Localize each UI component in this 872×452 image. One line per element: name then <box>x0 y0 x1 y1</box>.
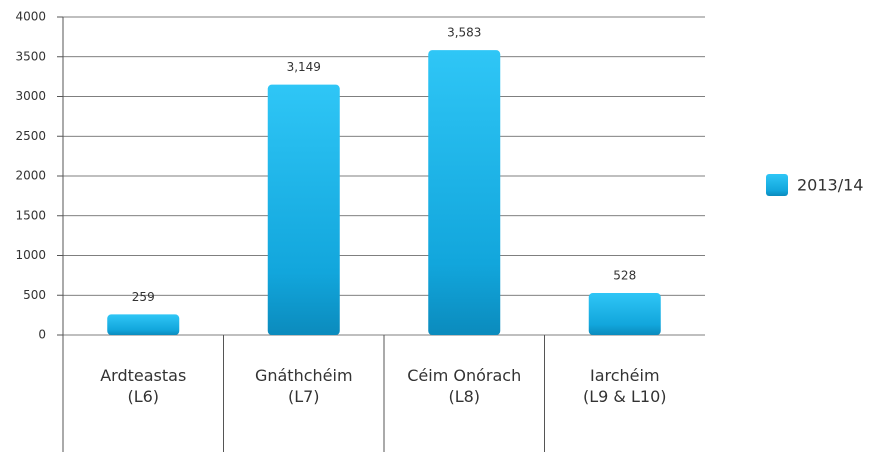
y-tick-label: 3000 <box>15 89 46 103</box>
x-tick-label: Ardteastas (L6) <box>100 366 187 406</box>
bar <box>588 293 661 335</box>
y-tick-label: 3500 <box>15 49 46 63</box>
y-tick-label: 2500 <box>15 129 46 143</box>
y-tick-label: 0 <box>38 328 46 342</box>
data-label: 3,149 <box>287 60 321 74</box>
bar <box>267 84 340 335</box>
data-label: 259 <box>132 290 155 304</box>
y-tick-label: 1500 <box>15 208 46 222</box>
bar <box>107 314 180 335</box>
x-tick-label: Céim Onórach (L8) <box>407 366 522 406</box>
x-tick-label: Iarchéim (L9 & L10) <box>583 366 667 406</box>
y-tick-label: 4000 <box>15 10 46 24</box>
legend-swatch <box>766 174 788 196</box>
x-tick-label: Gnáthchéim (L7) <box>254 366 353 406</box>
legend-label: 2013/14 <box>797 176 863 195</box>
y-tick-label: 500 <box>23 288 46 302</box>
y-tick-label: 2000 <box>15 169 46 183</box>
data-label: 528 <box>613 269 636 283</box>
data-label: 3,583 <box>447 26 481 40</box>
bar <box>428 50 501 336</box>
y-tick-label: 1000 <box>15 248 46 262</box>
